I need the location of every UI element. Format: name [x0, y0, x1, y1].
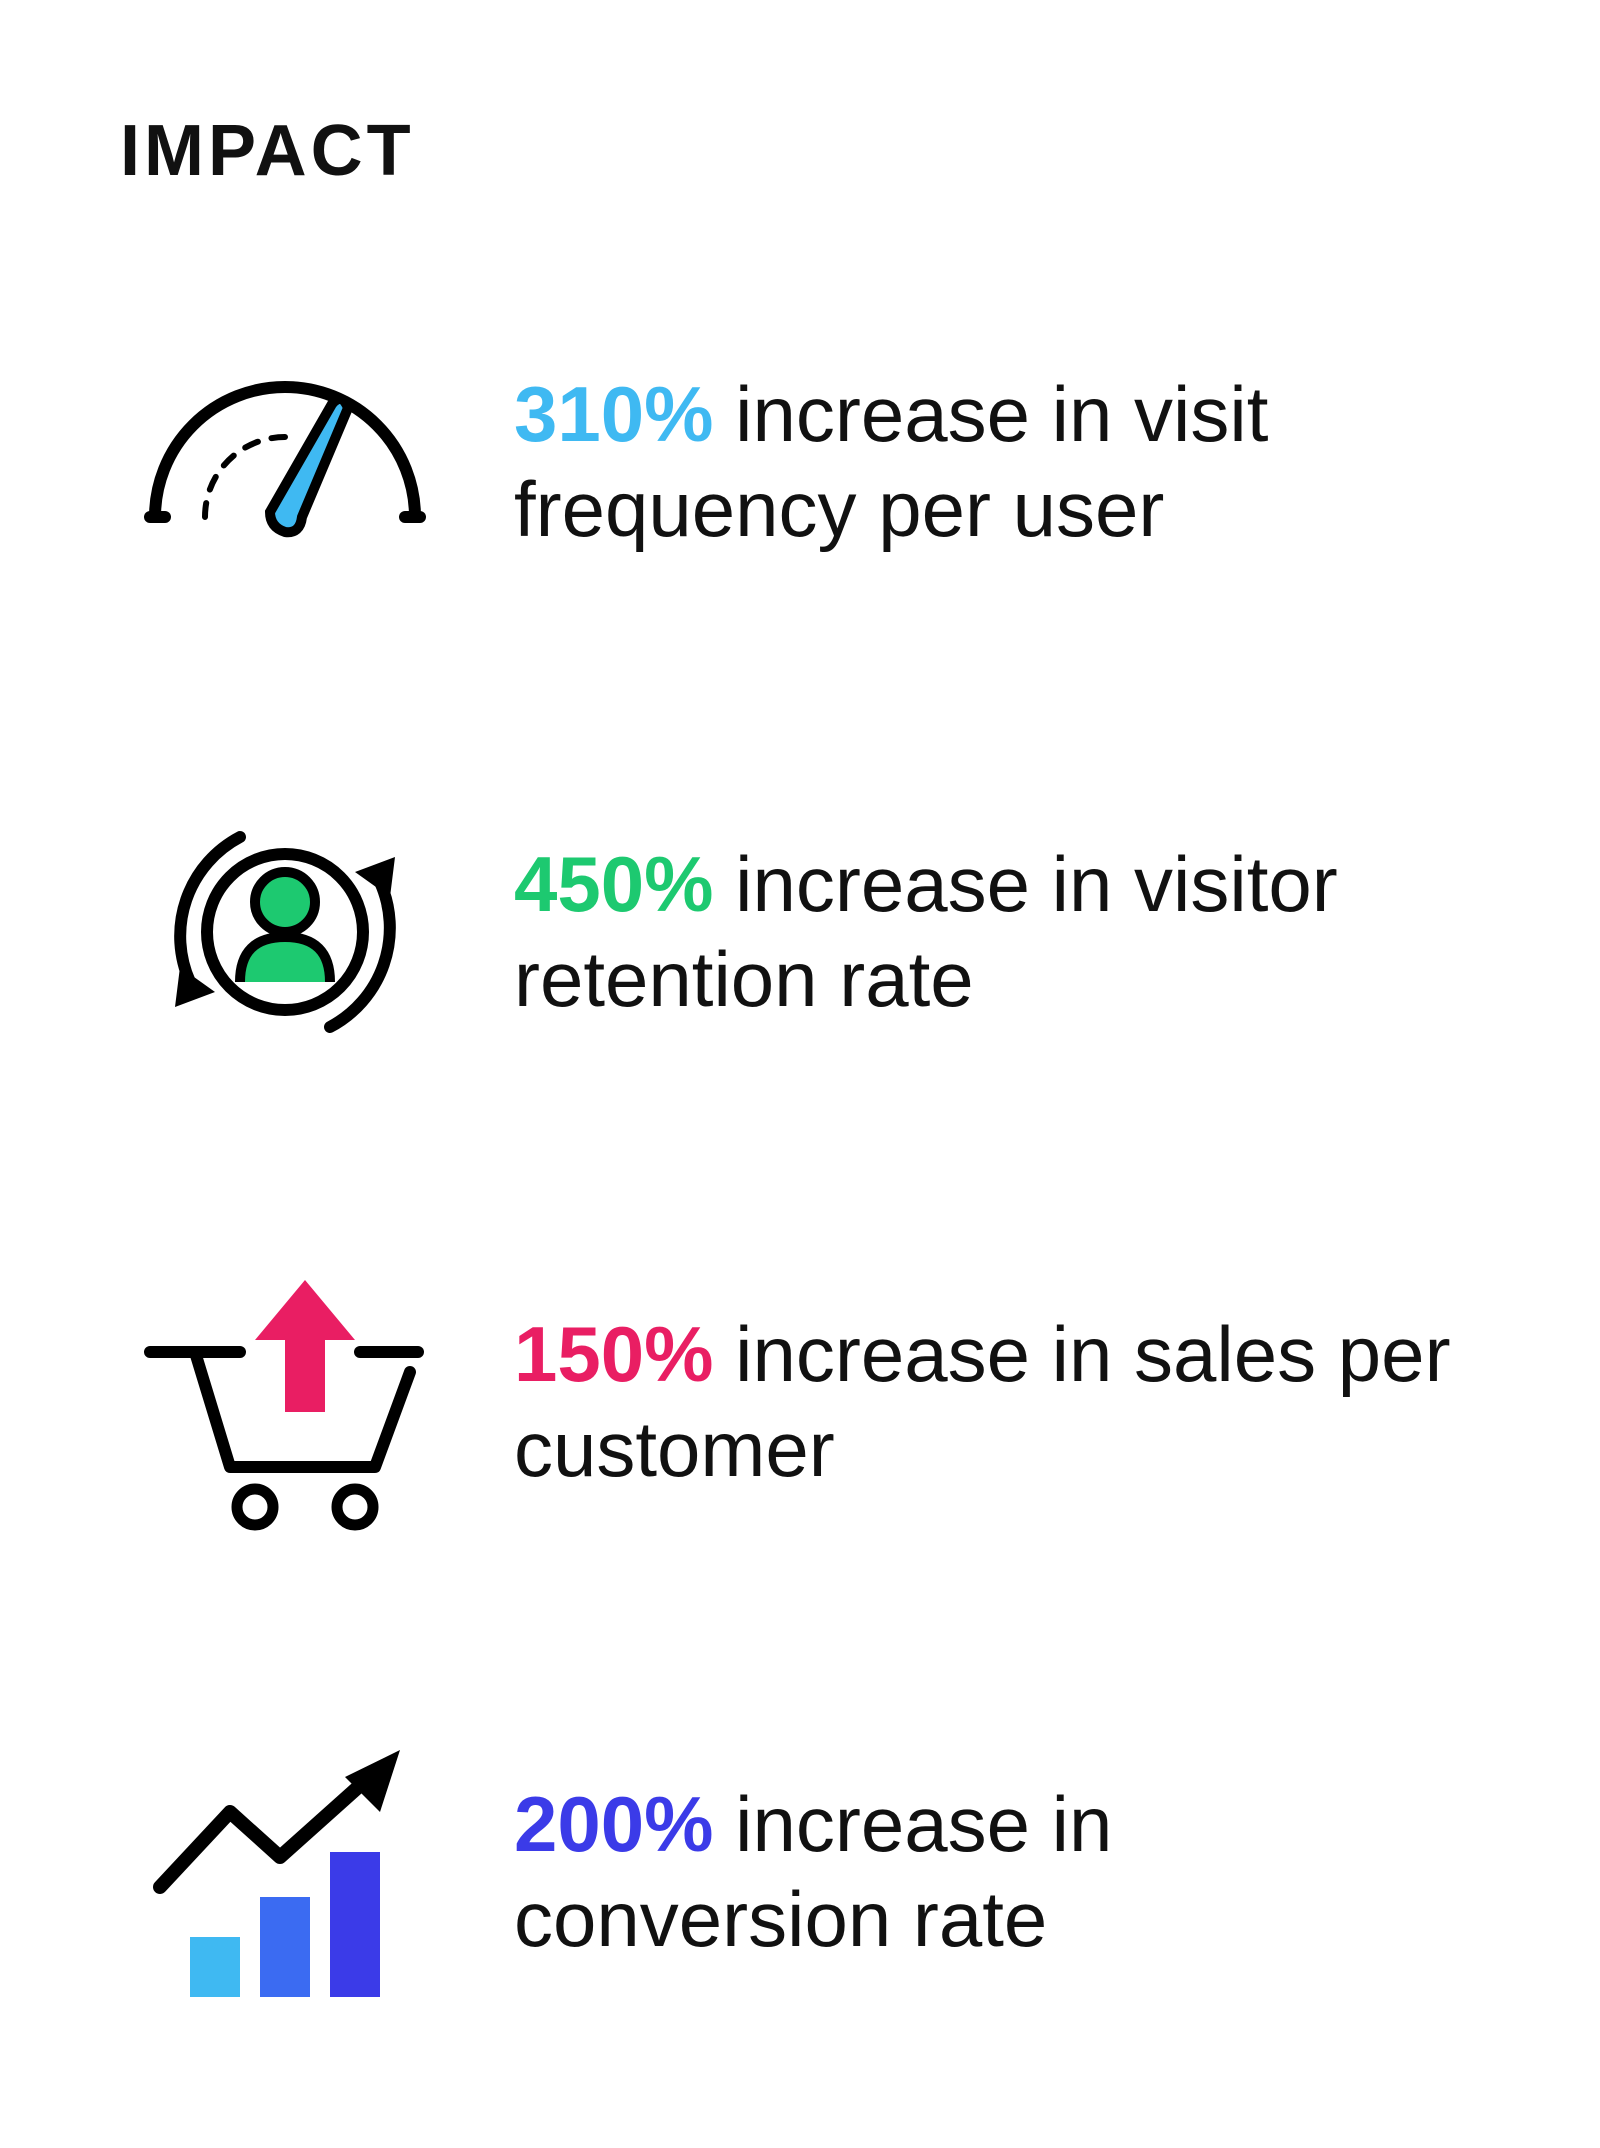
impact-text: 200% increase in conversion rate — [514, 1777, 1490, 1967]
impact-row: 150% increase in sales per customer — [120, 1252, 1490, 1552]
impact-card: IMPACT 310% increase in visit frequency … — [0, 0, 1600, 2148]
bars-trend-icon — [120, 1722, 450, 2022]
impact-text: 310% increase in visit frequency per use… — [514, 367, 1490, 557]
impact-row: 200% increase in conversion rate — [120, 1722, 1490, 2022]
impact-row: 310% increase in visit frequency per use… — [120, 312, 1490, 612]
impact-stat: 310% — [514, 370, 714, 458]
impact-text: 150% increase in sales per customer — [514, 1307, 1490, 1497]
impact-text: 450% increase in visitor retention rate — [514, 837, 1490, 1027]
card-title: IMPACT — [120, 110, 1490, 192]
impact-stat: 150% — [514, 1310, 714, 1398]
cart-up-icon — [120, 1252, 450, 1552]
user-refresh-icon — [120, 782, 450, 1082]
gauge-icon — [120, 312, 450, 612]
impact-row: 450% increase in visitor retention rate — [120, 782, 1490, 1082]
impact-stat: 200% — [514, 1780, 714, 1868]
impact-stat: 450% — [514, 840, 714, 928]
